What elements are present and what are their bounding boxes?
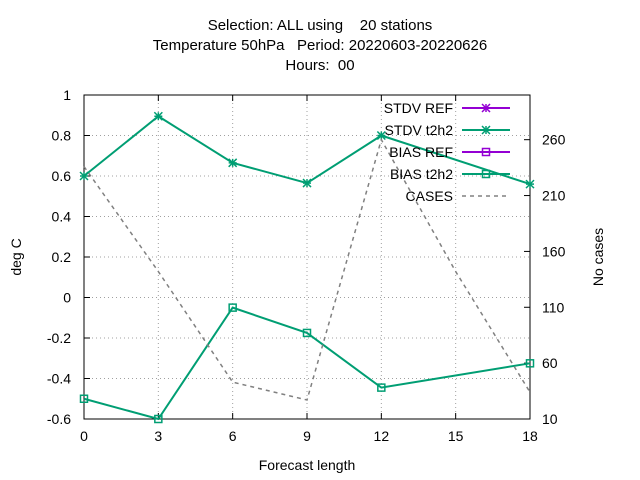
- series-line-stdv-t2h2: [83, 115, 531, 186]
- data-point-bias-t2h2: [377, 383, 386, 392]
- x-tick-label: 15: [448, 428, 464, 444]
- y2-tick-label: 260: [542, 132, 566, 148]
- chart-title-line-3: Hours: 00: [285, 57, 355, 74]
- data-point-stdv-t2h2: [79, 171, 89, 181]
- data-point-bias-t2h2: [228, 303, 237, 312]
- data-point-stdv-t2h2: [302, 178, 312, 188]
- data-point-bias-t2h2: [302, 328, 312, 338]
- y2-tick-label: 10: [542, 411, 558, 427]
- y-tick-label: -0.6: [47, 411, 71, 427]
- legend-marker: [481, 103, 491, 113]
- y-tick-label: -0.2: [47, 330, 71, 346]
- y2-tick-label: 160: [542, 243, 566, 259]
- data-point-bias-t2h2: [154, 414, 163, 424]
- legend-marker: [481, 169, 491, 179]
- legend-label: BIAS REF: [389, 144, 453, 160]
- y2-tick-label: 110: [542, 299, 565, 315]
- y-tick-label: 0.2: [52, 249, 72, 265]
- data-point-bias-t2h2: [525, 359, 535, 368]
- data-point-stdv-t2h2: [153, 111, 163, 121]
- data-point-stdv-t2h2: [525, 179, 535, 189]
- y-tick-label: 0.8: [52, 128, 72, 144]
- legend-marker: [481, 147, 491, 157]
- x-tick-label: 12: [374, 428, 390, 444]
- data-point-bias-t2h2: [79, 394, 89, 403]
- y-tick-label: 0.6: [52, 168, 72, 184]
- series-line-cases: [83, 137, 531, 401]
- y2-tick-label: 60: [542, 355, 558, 371]
- x-axis-label: Forecast length: [259, 457, 356, 473]
- y-tick-label: -0.4: [47, 371, 71, 387]
- y2-tick-label: 210: [542, 188, 566, 204]
- x-tick-label: 3: [154, 428, 162, 444]
- y-tick-label: 1: [63, 87, 71, 103]
- x-tick-label: 6: [229, 428, 237, 444]
- chart-title-line-1: Selection: ALL using 20 stations: [207, 17, 433, 34]
- x-tick-label: 18: [522, 428, 538, 444]
- legend-marker: [481, 125, 491, 135]
- legend-label: BIAS t2h2: [390, 166, 453, 182]
- y-axis-label: deg C: [8, 238, 24, 275]
- x-tick-label: 9: [303, 428, 311, 444]
- legend-label: STDV t2h2: [385, 122, 454, 138]
- y-tick-label: 0.4: [52, 209, 72, 225]
- data-point-stdv-t2h2: [228, 158, 238, 168]
- chart-title-line-2: Temperature 50hPa Period: 20220603-20220…: [152, 37, 488, 54]
- legend-label: STDV REF: [384, 100, 453, 116]
- series-line-bias-t2h2: [83, 306, 531, 421]
- y-tick-label: 0: [63, 290, 71, 306]
- x-tick-label: 0: [80, 428, 88, 444]
- y2-axis-label: No cases: [590, 228, 606, 286]
- legend-label: CASES: [406, 188, 453, 204]
